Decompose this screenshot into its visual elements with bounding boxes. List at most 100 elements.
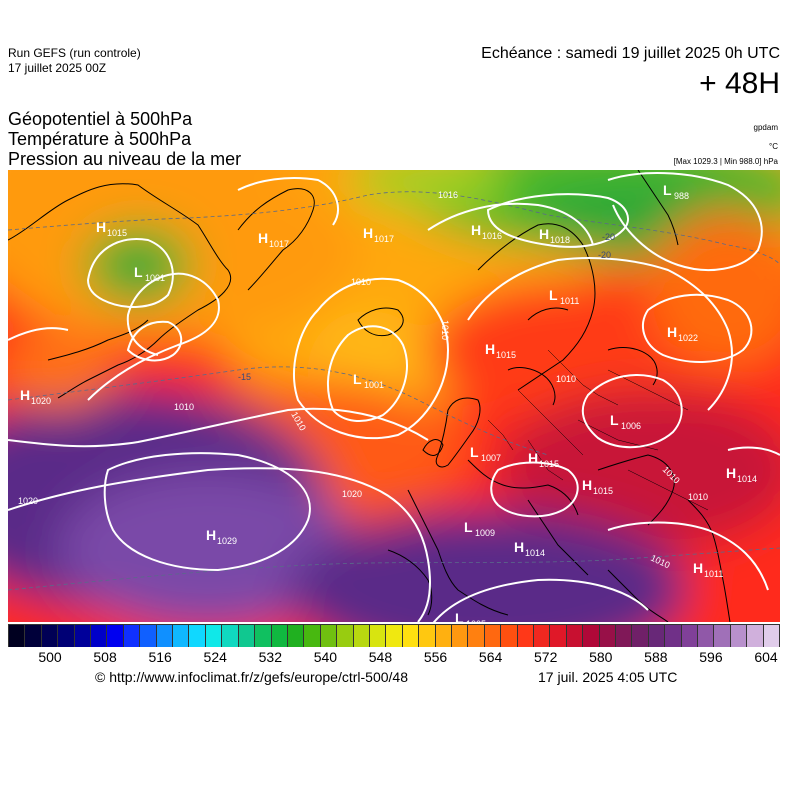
isobar-label: 1010 [440, 320, 450, 340]
isobar-label: 1020 [342, 489, 362, 499]
colorbar-tick-label: 516 [148, 649, 172, 665]
pressure-system-value: 1005 [466, 619, 486, 622]
colorbar-cell [402, 625, 420, 647]
isobar-label: 1016 [438, 190, 458, 200]
low-pressure-center: L 1001 [353, 371, 384, 390]
colorbar-cell [583, 625, 600, 647]
high-pressure-center: H 1018 [539, 226, 570, 245]
colorbar-cell [287, 625, 305, 647]
colorbar-cell [238, 625, 256, 647]
pressure-system-value: 1007 [481, 453, 501, 463]
isotherm-label: -20 [602, 232, 615, 242]
low-pressure-center: L 1001 [134, 264, 165, 283]
pressure-system-letter: H [258, 230, 268, 246]
colorbar-cell [534, 625, 551, 647]
pressure-system-value: 1016 [482, 231, 502, 241]
pressure-system-letter: L [464, 519, 473, 535]
pressure-system-value: 1011 [560, 296, 579, 306]
colorbar-cell [173, 625, 190, 647]
colorbar-cell [566, 625, 584, 647]
pressure-system-letter: H [539, 226, 549, 242]
low-pressure-center: L 1006 [610, 412, 641, 431]
pressure-system-letter: L [134, 264, 143, 280]
low-pressure-center: L 1011 [549, 287, 579, 306]
pressure-system-value: 1015 [593, 486, 613, 496]
colorbar-cell [255, 625, 272, 647]
pressure-system-value: 1017 [269, 239, 289, 249]
isobar-label: 1010 [174, 402, 194, 412]
colorbar-tick-label: 540 [313, 649, 338, 665]
pressure-system-letter: H [96, 219, 106, 235]
colorbar-cell [681, 625, 699, 647]
isobar-label: 1020 [18, 496, 38, 506]
colorbar-cell [386, 625, 403, 647]
forecast-valid-time: Echéance : samedi 19 juillet 2025 0h UTC [481, 45, 780, 62]
geopotential-field [8, 170, 780, 622]
param-mslp: Pression au niveau de la mer [8, 149, 242, 169]
colorbar-cell [419, 625, 436, 647]
colorbar-tick-label: 564 [478, 649, 503, 665]
param-temperature: Température à 500hPa [8, 129, 192, 149]
colorbar-cell [501, 625, 518, 647]
pressure-system-letter: L [455, 610, 464, 622]
colorbar-cell [123, 625, 141, 647]
high-pressure-center: H 1014 [514, 539, 545, 558]
pressure-system-letter: H [514, 539, 524, 555]
pressure-system-letter: H [20, 387, 30, 403]
unit-pressure-range: [Max 1029.3 | Min 988.0] hPa [673, 157, 778, 166]
forecast-horizon: + 48H [699, 67, 780, 100]
colorbar-ticks: 500 508 516 524 532 540 548 556 564 572 580 588 596 6… [0, 649, 788, 667]
low-pressure-center: L 1007 [470, 444, 501, 463]
colorbar-tick-label: 596 [699, 649, 723, 665]
pressure-system-value: 1015 [539, 459, 559, 469]
pressure-system-value: 1020 [31, 396, 51, 406]
colorbar-tick-label: 508 [93, 649, 117, 665]
high-pressure-center: H 1014 [726, 465, 757, 484]
colorbar-cell [107, 625, 124, 647]
high-pressure-center: H 1015 [96, 219, 127, 238]
isotherm-label: -15 [238, 372, 251, 382]
pressure-system-value: 1001 [145, 273, 165, 283]
pressure-system-value: 988 [674, 191, 689, 201]
colorbar-cell [730, 625, 748, 647]
pressure-system-letter: H [667, 324, 677, 340]
colorbar-tick-label: 548 [368, 649, 393, 665]
colorbar-tick-label: 588 [644, 649, 668, 665]
isobar-label: 1010 [556, 374, 576, 384]
pressure-system-letter: H [485, 341, 495, 357]
isotherms [8, 191, 780, 591]
colorbar-cell [58, 625, 75, 647]
colorbar-cell [714, 625, 731, 647]
colorbar-cell [41, 625, 59, 647]
colorbar-tick-label: 532 [258, 649, 282, 665]
isobar-label: 1010 [351, 277, 371, 287]
pressure-system-letter: L [549, 287, 558, 303]
colorbar-tick-label: 556 [423, 649, 448, 665]
colorbar-cell [550, 625, 567, 647]
weather-map: 1010 1010 1010 1010 1010 1010 1010 1020 … [8, 170, 780, 622]
high-pressure-center: H 1020 [20, 387, 51, 406]
pressure-system-value: 1014 [525, 548, 545, 558]
colorbar-tick-label: 524 [203, 649, 227, 665]
colorbar-cell [632, 625, 649, 647]
pressure-system-value: 1022 [678, 333, 698, 343]
colorbar-cell [205, 625, 223, 647]
pressure-system-letter: L [663, 182, 672, 198]
pressure-system-value: 1029 [217, 536, 237, 546]
source-url[interactable]: © http://www.infoclimat.fr/z/gefs/europe… [95, 669, 409, 685]
isobars [8, 172, 780, 622]
colorbar-cell [74, 625, 92, 647]
colorbar-cell [304, 625, 321, 647]
run-title: Run GEFS (run controle) [8, 46, 141, 60]
map-canvas: 1010 1010 1010 1010 1010 1010 1010 1020 … [8, 170, 780, 622]
colorbar-cell [665, 625, 682, 647]
low-pressure-center: L 988 [663, 182, 689, 201]
issued-time: 17 juil. 2025 4:05 UTC [538, 669, 678, 685]
pressure-system-letter: H [693, 560, 703, 576]
pressure-system-letter: L [610, 412, 619, 428]
high-pressure-center: H 1015 [485, 341, 516, 360]
low-pressure-center: L 1009 [464, 519, 495, 538]
colorbar-cell [25, 625, 42, 647]
coastlines [8, 170, 731, 622]
